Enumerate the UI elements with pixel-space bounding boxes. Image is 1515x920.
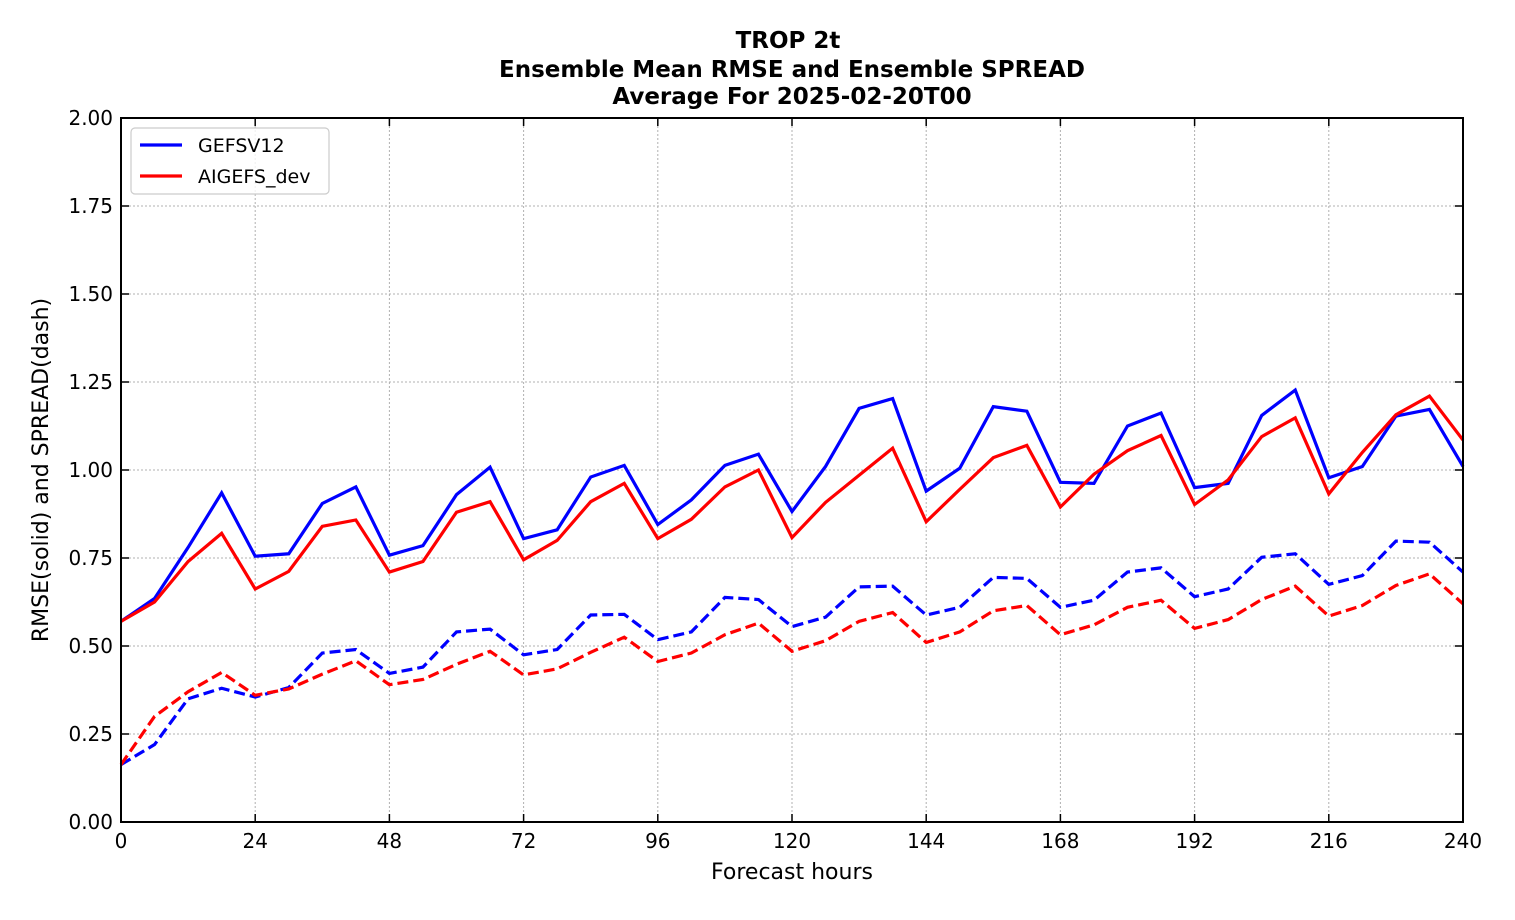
title-line-1: TROP 2t: [736, 28, 841, 54]
aigefs-dev-rmse-line: [120, 394, 1465, 623]
x-tick-label: 24: [242, 829, 267, 853]
legend-label: AIGEFS_dev: [198, 166, 310, 188]
gefsv12-spread-line: [120, 539, 1465, 766]
y-tick-label: 1.50: [68, 282, 113, 306]
x-tick-label: 168: [1041, 829, 1079, 853]
aigefs-dev-spread-line: [119, 572, 1465, 766]
x-tick-label: 0: [115, 829, 128, 853]
legend-label: GEFSV12: [198, 135, 285, 157]
x-tick-label: 216: [1310, 829, 1348, 853]
y-tick-label: 0.00: [68, 810, 113, 834]
y-tick-label: 1.00: [68, 458, 113, 482]
title-line-3: Average For 2025-02-20T00: [612, 84, 971, 110]
y-tick-label: 0.25: [68, 722, 113, 746]
y-tick-label: 1.25: [68, 370, 113, 394]
grid: [120, 117, 1464, 823]
chart-title: TROP 2t Ensemble Mean RMSE and Ensemble …: [499, 28, 1085, 110]
title-line-2: Ensemble Mean RMSE and Ensemble SPREAD: [499, 57, 1085, 83]
x-axis-label: Forecast hours: [711, 860, 873, 885]
x-tick-label: 72: [511, 829, 536, 853]
x-tick-label: 120: [773, 829, 811, 853]
legend: GEFSV12 AIGEFS_dev: [130, 127, 330, 195]
y-tick-label: 0.75: [68, 546, 113, 570]
axis-ticks: 0 24 48 72 96 120 144 168 192 216 240 0.00 0.25 0.50 0…: [68, 106, 1482, 853]
y-axis-label: RMSE(solid) and SPREAD(dash): [29, 298, 54, 642]
plot-frame: [120, 117, 1464, 823]
x-tick-label: 192: [1176, 829, 1214, 853]
y-tick-label: 0.50: [68, 634, 113, 658]
y-tick-label: 1.75: [68, 194, 113, 218]
y-tick-label: 2.00: [68, 106, 113, 130]
x-tick-label: 48: [377, 829, 402, 853]
x-tick-label: 144: [907, 829, 945, 853]
x-tick-label: 240: [1444, 829, 1482, 853]
gefsv12-rmse-line: [120, 387, 1465, 623]
series-lines: [119, 387, 1465, 766]
x-tick-label: 96: [645, 829, 670, 853]
